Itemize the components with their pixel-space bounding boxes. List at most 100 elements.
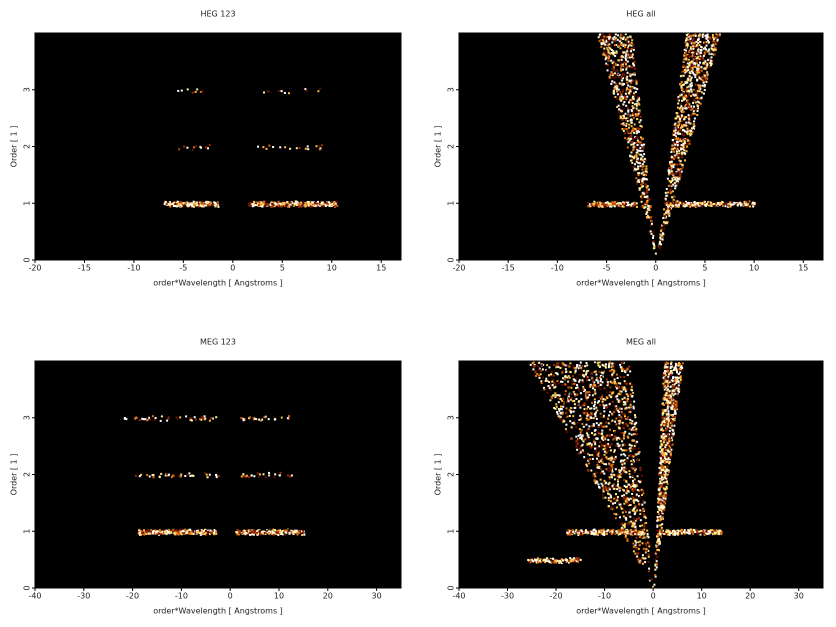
count-pixel	[619, 437, 622, 440]
count-pixel	[631, 53, 634, 56]
count-pixel	[189, 203, 192, 206]
count-pixel	[562, 377, 564, 380]
count-pixel	[604, 52, 607, 55]
count-pixel	[570, 386, 573, 389]
count-pixel	[626, 117, 629, 120]
count-pixel	[673, 128, 676, 131]
count-pixel	[612, 53, 615, 56]
count-pixel	[649, 205, 652, 208]
count-pixel	[647, 208, 650, 211]
count-pixel	[617, 483, 619, 486]
count-pixel	[669, 192, 672, 195]
count-pixel	[607, 417, 610, 420]
count-pixel	[628, 427, 631, 430]
count-pixel	[578, 452, 580, 455]
count-pixel	[611, 508, 614, 511]
count-pixel	[696, 110, 699, 112]
count-pixel	[156, 532, 159, 535]
count-pixel	[668, 373, 670, 376]
count-pixel	[613, 380, 616, 383]
count-pixel	[261, 532, 264, 534]
count-pixel	[582, 440, 585, 443]
count-pixel	[608, 36, 611, 39]
count-pixel	[677, 132, 680, 135]
count-pixel	[189, 475, 192, 477]
count-pixel	[310, 203, 313, 206]
count-pixel	[696, 73, 698, 76]
x-tick-label: 30	[372, 592, 382, 601]
count-pixel	[584, 389, 586, 391]
count-pixel	[669, 446, 672, 449]
count-pixel	[623, 83, 626, 86]
count-pixel	[667, 405, 670, 408]
count-pixel	[630, 501, 633, 504]
count-pixel	[674, 154, 677, 157]
count-pixel	[674, 401, 677, 404]
count-pixel	[632, 482, 635, 485]
count-pixel	[694, 33, 697, 36]
count-pixel	[621, 118, 624, 121]
count-pixel	[673, 416, 676, 418]
count-pixel	[714, 203, 717, 205]
count-pixel	[586, 391, 589, 394]
count-pixel	[301, 534, 304, 536]
count-pixel	[630, 204, 633, 207]
count-pixel	[328, 201, 330, 204]
count-pixel	[704, 61, 707, 64]
count-pixel	[685, 121, 688, 124]
count-pixel	[638, 111, 641, 114]
count-pixel	[711, 60, 714, 63]
count-pixel	[673, 163, 676, 166]
count-pixel	[252, 204, 255, 207]
count-pixel	[623, 502, 626, 505]
count-pixel	[125, 418, 128, 421]
count-pixel	[646, 191, 649, 194]
count-pixel	[661, 223, 664, 226]
count-pixel	[634, 527, 637, 530]
count-pixel	[668, 180, 671, 182]
count-pixel	[634, 489, 637, 492]
count-pixel	[688, 117, 691, 120]
count-pixel	[603, 203, 606, 206]
count-pixel	[672, 166, 675, 169]
count-pixel	[606, 64, 609, 66]
count-pixel	[704, 75, 707, 78]
count-pixel	[687, 58, 690, 61]
count-pixel	[692, 123, 695, 126]
count-pixel	[268, 144, 271, 147]
count-pixel	[572, 390, 575, 393]
count-pixel	[623, 380, 626, 383]
count-pixel	[672, 183, 675, 186]
count-pixel	[243, 529, 246, 532]
count-pixel	[670, 414, 673, 416]
count-pixel	[186, 204, 189, 207]
count-pixel	[620, 473, 623, 475]
count-pixel	[563, 402, 565, 405]
count-pixel	[588, 203, 591, 206]
count-pixel	[691, 131, 694, 133]
count-pixel	[287, 529, 290, 531]
count-pixel	[567, 385, 570, 388]
count-pixel	[142, 531, 145, 534]
count-pixel	[632, 46, 635, 49]
count-pixel	[158, 476, 161, 479]
count-pixel	[630, 463, 633, 466]
count-pixel	[606, 384, 609, 387]
count-pixel	[677, 126, 679, 129]
count-pixel	[619, 107, 622, 110]
count-pixel	[680, 93, 683, 96]
count-pixel	[187, 532, 190, 535]
count-pixel	[641, 510, 644, 513]
count-pixel	[578, 389, 581, 392]
count-pixel	[686, 95, 689, 98]
count-pixel	[612, 37, 615, 40]
count-pixel	[594, 392, 597, 395]
count-pixel	[196, 88, 199, 91]
count-pixel	[637, 174, 640, 176]
count-pixel	[640, 153, 643, 156]
count-pixel	[701, 35, 704, 38]
count-pixel	[568, 415, 571, 417]
count-pixel	[606, 36, 609, 38]
count-pixel	[577, 441, 580, 444]
